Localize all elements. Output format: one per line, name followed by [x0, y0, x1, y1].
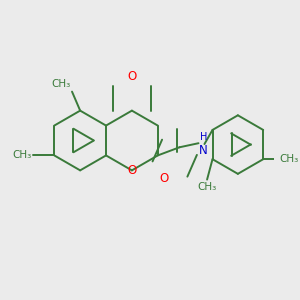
Text: O: O [159, 172, 169, 185]
Text: O: O [127, 70, 136, 83]
Text: CH₃: CH₃ [280, 154, 299, 164]
Text: CH₃: CH₃ [51, 80, 71, 89]
Text: CH₃: CH₃ [12, 150, 31, 161]
Text: CH₃: CH₃ [197, 182, 217, 192]
Text: O: O [127, 164, 136, 177]
Text: H: H [200, 132, 207, 142]
Text: N: N [199, 144, 208, 157]
